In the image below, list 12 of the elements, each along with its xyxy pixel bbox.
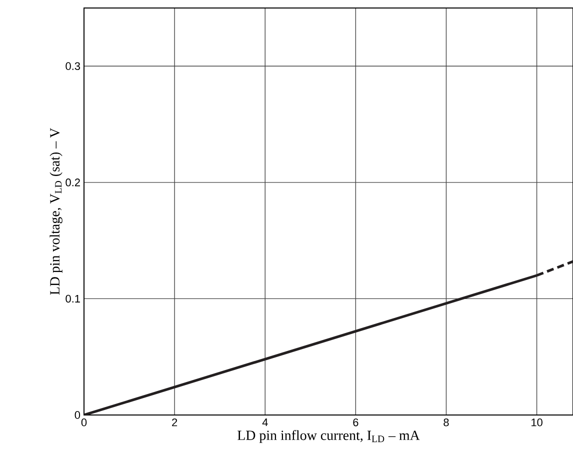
x-tick-label: 10 <box>532 418 542 426</box>
y-axis-title: LD pin voltage, V$_{LD}$ (sat) – V <box>50 128 62 295</box>
y-tick-label: 0.3 <box>66 62 80 70</box>
x-tick-label: 4 <box>262 418 268 426</box>
x-tick-label: 2 <box>172 418 178 426</box>
x-tick-label: 8 <box>444 418 449 426</box>
y-tick-label: 0.2 <box>66 178 80 186</box>
y-tick-label: 0 <box>74 411 80 419</box>
x-tick-label: 0 <box>81 418 87 426</box>
x-axis-title: LD pin inflow current, I$_{LD}$ – mA <box>238 430 420 443</box>
x-tick-label: 6 <box>353 418 358 426</box>
y-tick-label: 0.1 <box>66 294 80 303</box>
